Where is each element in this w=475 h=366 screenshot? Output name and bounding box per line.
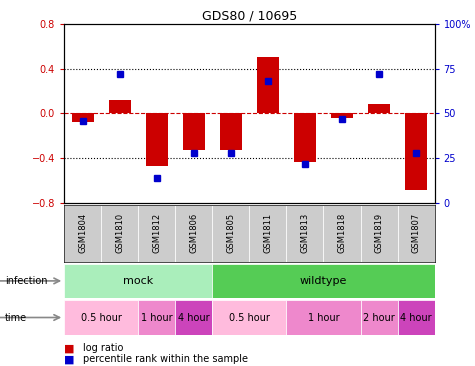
Text: GSM1810: GSM1810 xyxy=(115,213,124,253)
Text: ■: ■ xyxy=(64,343,75,354)
Bar xyxy=(323,205,361,262)
Bar xyxy=(72,113,94,122)
Text: log ratio: log ratio xyxy=(83,343,124,354)
Bar xyxy=(294,113,316,162)
Bar xyxy=(220,113,242,150)
Text: 4 hour: 4 hour xyxy=(178,313,209,322)
Bar xyxy=(64,205,101,262)
Bar xyxy=(331,113,353,118)
Text: GSM1813: GSM1813 xyxy=(301,213,309,253)
Bar xyxy=(101,205,138,262)
Text: GSM1812: GSM1812 xyxy=(152,213,161,253)
Text: GSM1806: GSM1806 xyxy=(190,213,198,253)
Bar xyxy=(286,300,361,335)
Text: GSM1811: GSM1811 xyxy=(264,213,272,253)
Bar xyxy=(249,205,286,262)
Text: 1 hour: 1 hour xyxy=(141,313,172,322)
Text: percentile rank within the sample: percentile rank within the sample xyxy=(83,354,248,365)
Text: 0.5 hour: 0.5 hour xyxy=(229,313,270,322)
Bar xyxy=(212,300,286,335)
Bar xyxy=(286,205,323,262)
Bar xyxy=(398,300,435,335)
Bar xyxy=(398,205,435,262)
Bar xyxy=(64,264,212,298)
Bar xyxy=(146,113,168,166)
Text: 0.5 hour: 0.5 hour xyxy=(81,313,122,322)
Bar xyxy=(212,205,249,262)
Text: GSM1804: GSM1804 xyxy=(78,213,87,253)
Bar xyxy=(138,205,175,262)
Bar xyxy=(138,300,175,335)
Text: GSM1805: GSM1805 xyxy=(227,213,235,253)
Bar xyxy=(405,113,427,190)
Text: mock: mock xyxy=(123,276,153,286)
Text: GSM1818: GSM1818 xyxy=(338,213,346,253)
Text: GSM1807: GSM1807 xyxy=(412,213,420,253)
Bar xyxy=(175,300,212,335)
Bar xyxy=(361,300,398,335)
Bar xyxy=(361,205,398,262)
Text: wildtype: wildtype xyxy=(300,276,347,286)
Text: ■: ■ xyxy=(64,354,75,365)
Text: 4 hour: 4 hour xyxy=(400,313,432,322)
Bar xyxy=(109,100,131,113)
Title: GDS80 / 10695: GDS80 / 10695 xyxy=(202,10,297,23)
Text: 1 hour: 1 hour xyxy=(308,313,339,322)
Bar xyxy=(64,300,138,335)
Bar xyxy=(212,264,435,298)
Bar xyxy=(183,113,205,150)
Text: GSM1819: GSM1819 xyxy=(375,213,383,253)
Bar xyxy=(257,57,279,113)
Text: infection: infection xyxy=(5,276,47,286)
Text: time: time xyxy=(5,313,27,323)
Text: 2 hour: 2 hour xyxy=(363,313,395,322)
Bar xyxy=(175,205,212,262)
Bar xyxy=(368,105,390,113)
